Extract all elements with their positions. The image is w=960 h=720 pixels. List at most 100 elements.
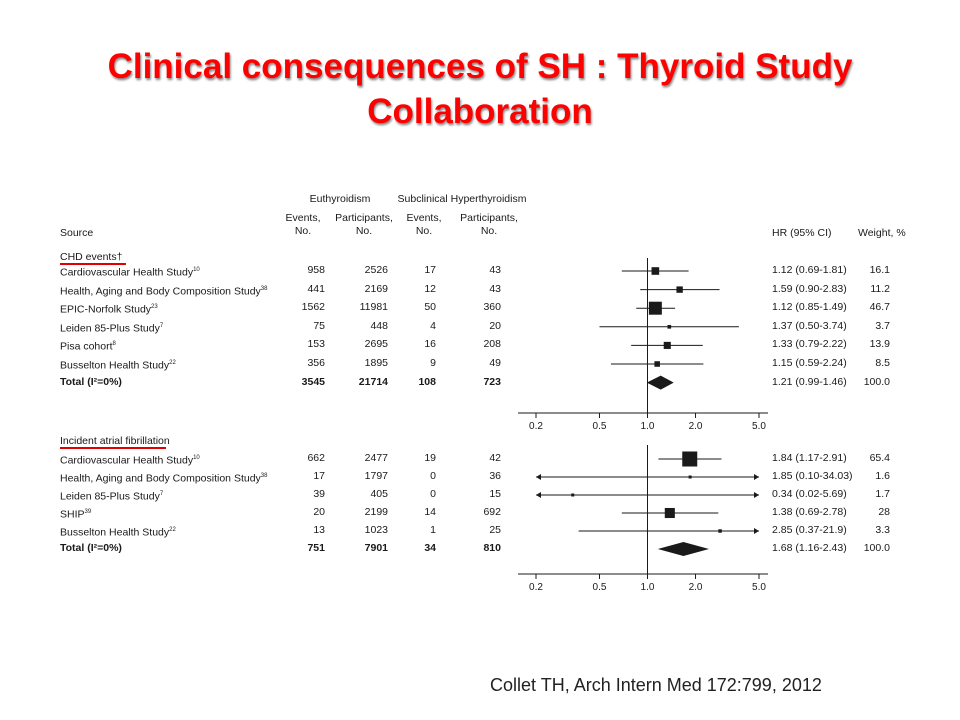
eu-events-0-3: 75 <box>313 319 325 332</box>
sh-participants-0-1: 43 <box>489 282 501 295</box>
total-label-1: Total (I²=0%) <box>60 542 122 554</box>
sh-events-0-3: 4 <box>430 319 436 332</box>
eu-participants-0-1: 2169 <box>364 282 388 295</box>
eu-participants-0-0: 2526 <box>364 264 388 276</box>
source-0-1-text: Health, Aging and Body Composition Study <box>60 285 261 298</box>
source-1-2-reference: 7 <box>159 491 164 497</box>
section-title-0: CHD events† <box>60 251 123 263</box>
source-0-5-reference: 22 <box>169 360 176 366</box>
x-tick-label-1-0: 0.2 <box>529 582 543 593</box>
source-1-1: Health, Aging and Body Composition Study… <box>60 470 267 485</box>
x-tick-label-1-1: 0.5 <box>593 582 607 593</box>
weight-0-3: 3.7 <box>875 319 890 332</box>
hr-marker-0-2 <box>648 301 662 315</box>
hr-marker-1-1 <box>688 475 692 479</box>
total-label-0: Total (I²=0%) <box>60 375 122 388</box>
weight-1-0: 65.4 <box>869 452 890 464</box>
slide-title-line2: Collaboration <box>367 92 593 131</box>
eu-participants-0-4: 2695 <box>364 338 388 351</box>
x-tick-label-1-4: 5.0 <box>752 582 766 593</box>
total-sh-events-0: 108 <box>418 375 436 388</box>
hr-text-1-0: 1.84 (1.17-2.91) <box>772 452 847 464</box>
eu-events-1-2: 39 <box>313 488 325 500</box>
weight-0-2: 46.7 <box>869 301 890 314</box>
sh-participants-0-5: 49 <box>489 357 501 369</box>
source-0-1: Health, Aging and Body Composition Study… <box>60 283 268 298</box>
total-sh-events-1: 34 <box>424 542 436 554</box>
sh-participants-1-0: 42 <box>489 452 501 464</box>
sh-participants-1-3: 692 <box>483 506 501 518</box>
hr-marker-0-0 <box>651 267 660 275</box>
hr-text-0-5: 1.15 (0.59-2.24) <box>772 357 847 369</box>
header-eu-participants-2: No. <box>355 225 373 237</box>
sh-participants-1-4: 25 <box>489 524 501 536</box>
total-eu-events-0: 3545 <box>301 375 325 388</box>
source-0-3: Leiden 85-Plus Study7 <box>60 320 164 335</box>
source-0-2-text: EPIC-Norfolk Study <box>60 303 152 316</box>
hr-marker-0-1 <box>676 286 683 293</box>
x-tick-label-1-3: 2.0 <box>689 582 703 593</box>
source-0-2-reference: 23 <box>151 304 158 311</box>
hr-marker-0-3 <box>667 324 672 329</box>
sh-participants-0-2: 360 <box>483 301 501 314</box>
total-weight-0: 100.0 <box>863 375 890 388</box>
header-weight: Weight, % <box>858 227 906 239</box>
hr-marker-1-3 <box>664 507 675 519</box>
header-eu-participants-1: Participants, <box>335 212 393 224</box>
weight-0-5: 8.5 <box>875 357 890 369</box>
hr-marker-1-0 <box>682 451 698 467</box>
source-0-0-reference: 10 <box>193 267 200 273</box>
source-0-5-text: Busselton Health Study <box>60 359 170 372</box>
total-sh-participants-0: 723 <box>483 375 501 388</box>
hr-marker-1-2 <box>571 493 575 497</box>
sh-events-1-3: 14 <box>424 506 436 518</box>
source-1-3-reference: 39 <box>84 509 92 515</box>
header-eu-events-2: No. <box>294 225 312 237</box>
header-sh-events-1: Events, <box>406 212 442 224</box>
source-0-4-reference: 8 <box>112 341 116 348</box>
source-0-3-text: Leiden 85-Plus Study <box>60 322 160 335</box>
eu-participants-1-3: 2199 <box>364 506 388 518</box>
ci-arrow-right-1-1 <box>754 474 759 480</box>
total-weight-1: 100.0 <box>863 542 890 554</box>
weight-0-0: 16.1 <box>869 264 890 276</box>
x-tick-label-0-3: 2.0 <box>689 421 703 432</box>
hr-text-1-4: 2.85 (0.37-21.9) <box>772 524 847 536</box>
sh-participants-1-1: 36 <box>489 470 501 482</box>
source-0-0-text: Cardiovascular Health Study <box>60 266 194 279</box>
eu-events-1-0: 662 <box>307 452 325 464</box>
source-1-0: Cardiovascular Health Study10 <box>60 452 200 467</box>
sh-participants-0-0: 43 <box>489 264 501 276</box>
sh-events-0-1: 12 <box>424 282 436 295</box>
weight-0-4: 13.9 <box>869 338 890 351</box>
x-tick-label-0-2: 1.0 <box>641 421 655 432</box>
source-0-1-reference: 38 <box>260 285 268 292</box>
eu-participants-0-3: 448 <box>370 319 388 332</box>
hr-marker-1-4 <box>718 529 722 533</box>
sh-participants-0-4: 208 <box>483 338 501 351</box>
hr-text-0-1: 1.59 (0.90-2.83) <box>772 282 847 295</box>
header-euthyroidism: Euthyroidism <box>309 193 371 205</box>
source-0-2: EPIC-Norfolk Study23 <box>60 301 158 316</box>
section-title-1: Incident atrial fibrillation <box>60 435 170 447</box>
weight-0-1: 11.2 <box>870 282 890 295</box>
x-tick-label-1-2: 1.0 <box>641 582 655 593</box>
eu-participants-1-1: 1797 <box>364 470 388 482</box>
sh-events-0-0: 17 <box>424 264 436 276</box>
sh-events-0-4: 16 <box>424 338 436 351</box>
x-tick-label-0-1: 0.5 <box>593 421 607 432</box>
eu-participants-1-4: 1023 <box>364 524 388 536</box>
hr-text-1-3: 1.38 (0.69-2.78) <box>772 506 847 518</box>
source-1-3-text: SHIP <box>60 508 85 521</box>
eu-events-0-1: 441 <box>307 282 325 295</box>
eu-events-1-1: 17 <box>313 470 325 482</box>
total-hr-text-0: 1.21 (0.99-1.46) <box>772 375 847 388</box>
source-0-3-reference: 7 <box>159 322 164 329</box>
total-sh-participants-1: 810 <box>483 542 501 554</box>
hr-text-1-2: 0.34 (0.02-5.69) <box>772 488 847 500</box>
eu-participants-0-2: 11981 <box>359 301 388 314</box>
source-1-4-text: Busselton Health Study <box>60 526 170 539</box>
sh-events-0-5: 9 <box>430 357 436 369</box>
source-0-5: Busselton Health Study22 <box>60 357 176 372</box>
